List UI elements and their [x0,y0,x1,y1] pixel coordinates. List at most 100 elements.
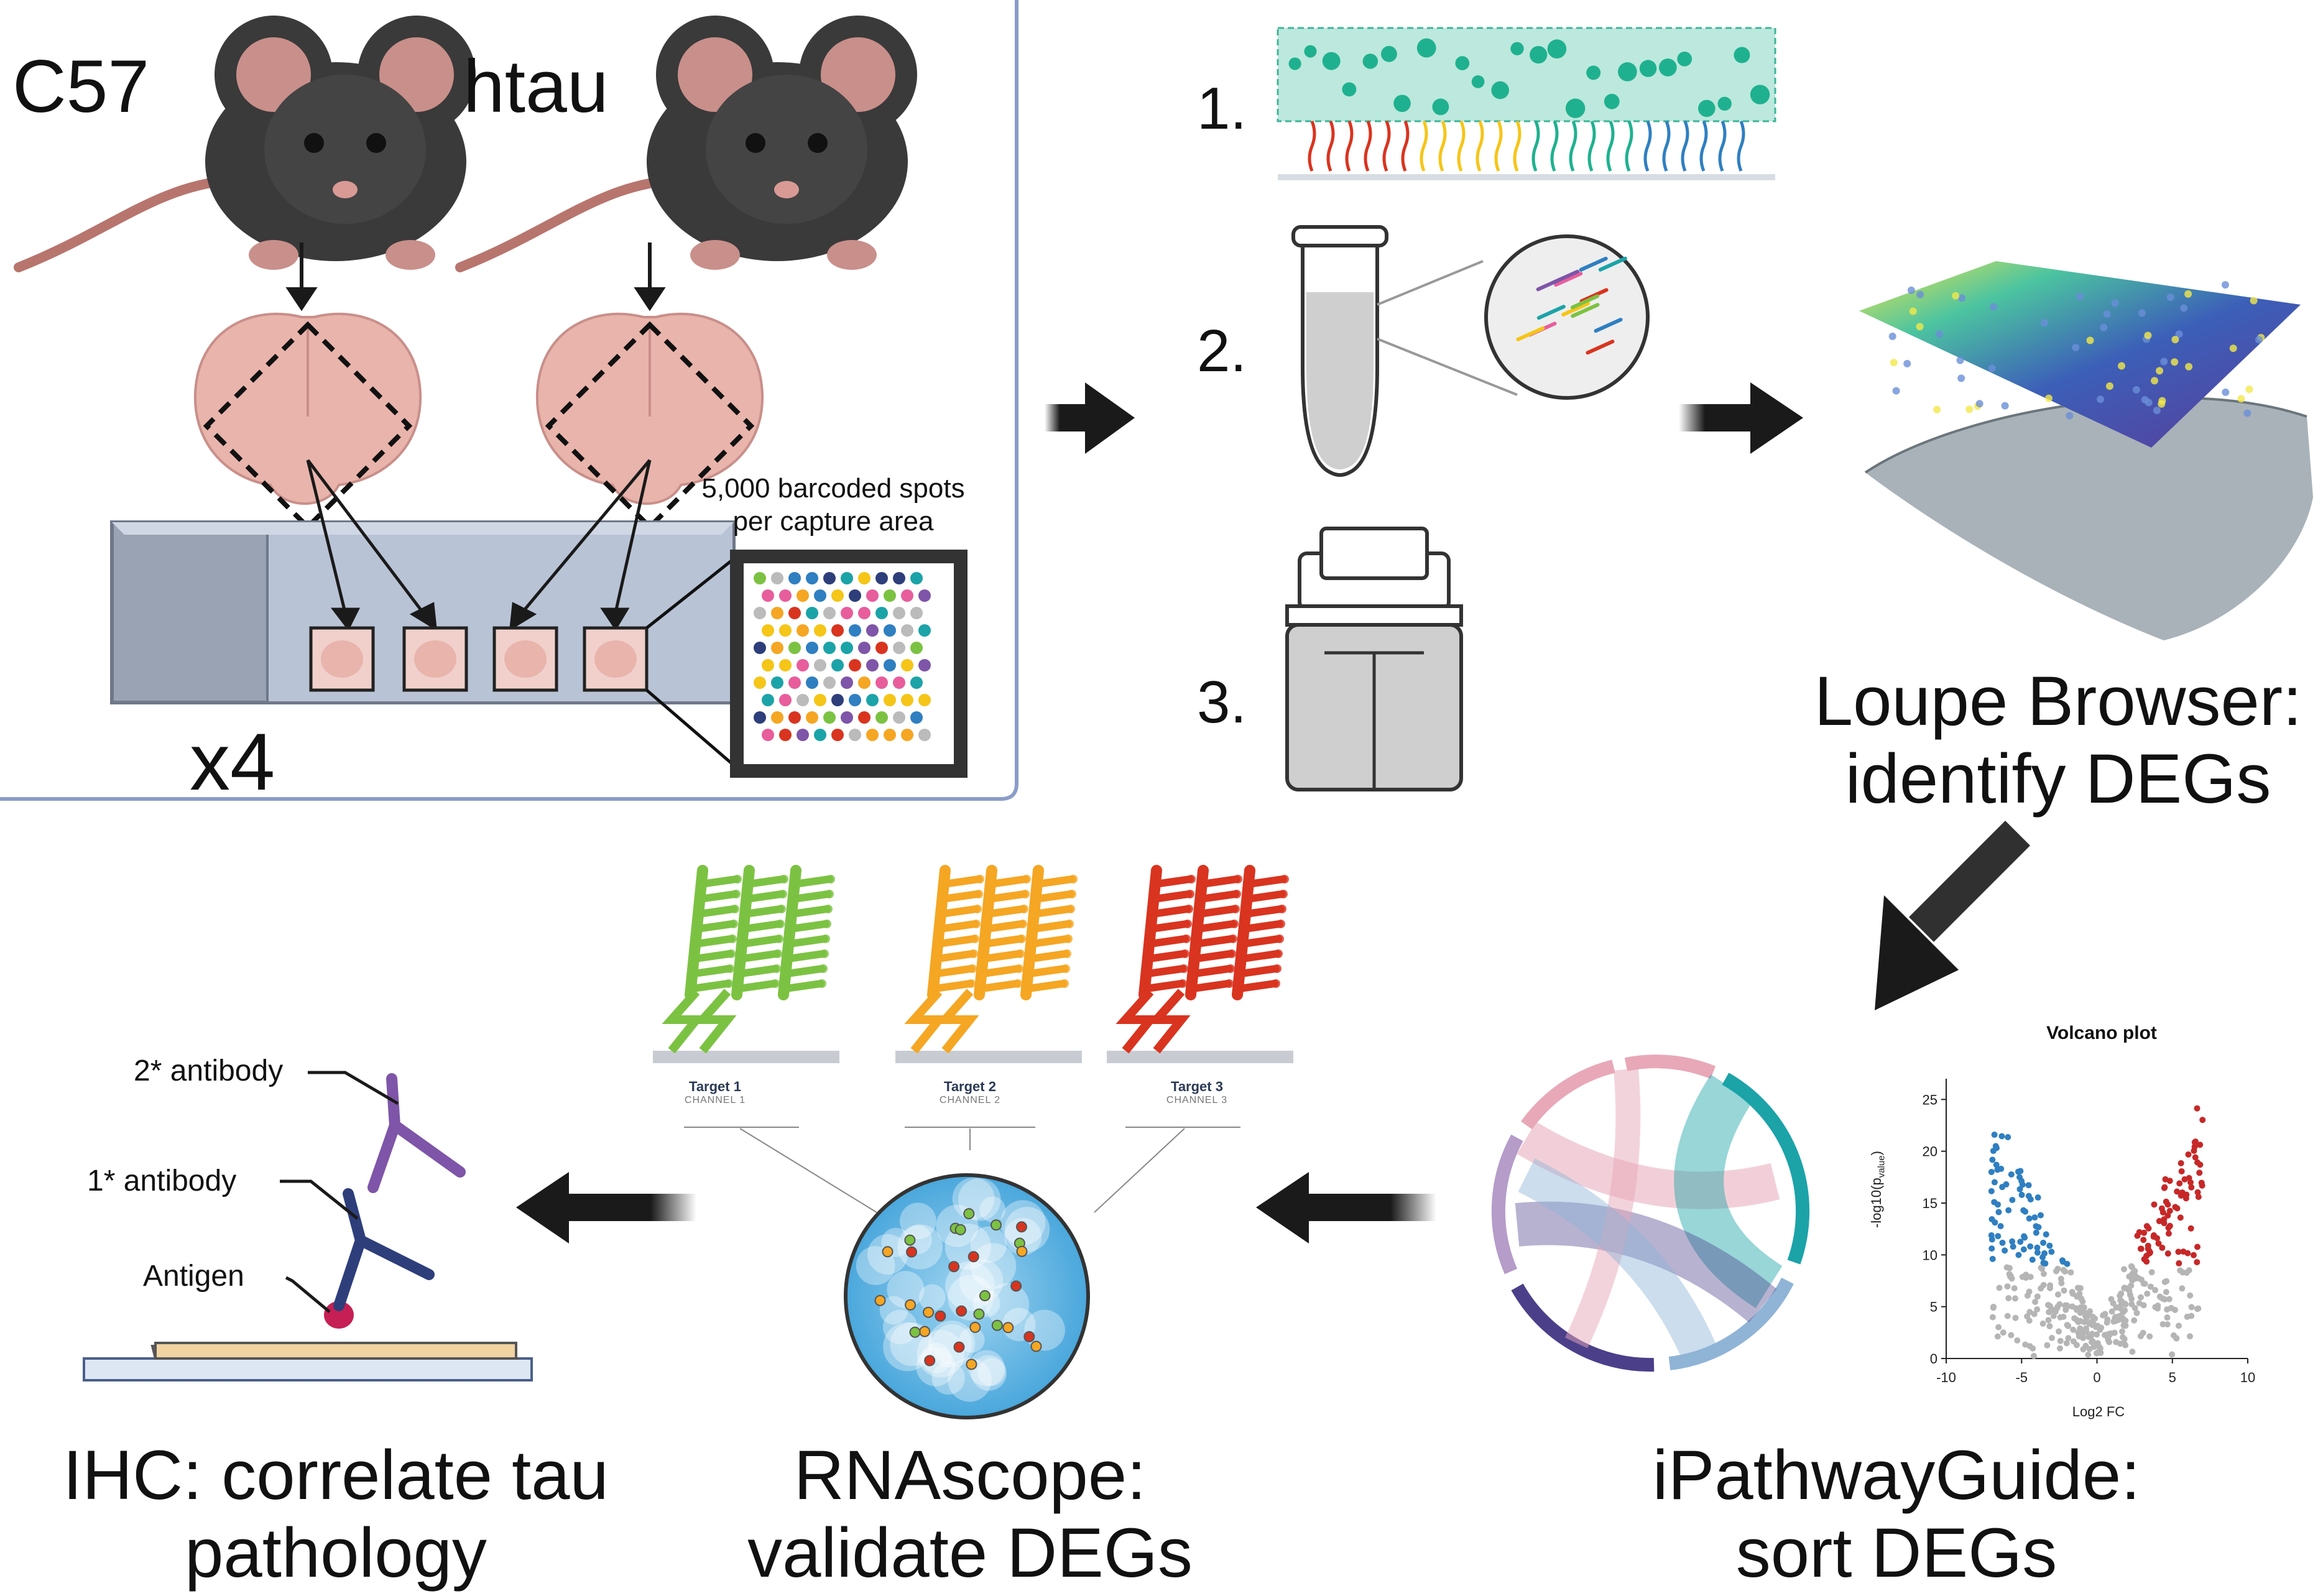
volcano-point [2197,1142,2204,1148]
htau-brain-section-icon [535,312,764,531]
barcode-spot [814,624,826,637]
step-3-label: 3. [1197,669,1247,736]
probe-rung [790,890,832,903]
barcode-spot [875,607,888,619]
volcano-point [2140,1329,2146,1336]
tissue-cell [1491,81,1509,99]
barcode-spot [901,729,913,741]
volcano-point [2124,1285,2131,1292]
volcano-point [2164,1250,2171,1257]
rna-signal-dot [956,1305,968,1317]
brain-to-slide-arrows [306,459,652,631]
volcano-point [2163,1198,2169,1205]
probe-rung [1242,905,1285,918]
rna-signal-dot [973,1308,985,1320]
volcano-point [2024,1313,2031,1320]
probe-rung [1030,920,1072,933]
volcano-point [2019,1181,2026,1188]
volcano-point [2043,1231,2049,1238]
probe-amplifier [1234,875,1242,883]
probe-rung [1143,980,1185,992]
barcode-spot [910,676,923,689]
volcano-point [2009,1197,2016,1204]
barcode-spot [771,642,783,654]
rna-signal-dot [1016,1245,1028,1257]
cdna-fragment [1570,294,1599,310]
volcano-point [2040,1239,2047,1246]
volcano-point [2166,1178,2173,1184]
volcano-ylabel-sub: value [1876,1155,1887,1178]
volcano-point [2031,1311,2038,1317]
volcano-point [1999,1239,2006,1246]
volcano-point [2008,1275,2015,1282]
tissue-cell [1304,45,1317,58]
volcano-point [2009,1238,2016,1245]
rnascope-caption-line1: RNAscope: [793,1436,1147,1514]
rna-signal-dot [919,1326,931,1337]
expression-spot [1957,374,1965,382]
tissue-cell [1698,99,1716,118]
probe-amplifier [819,964,828,973]
volcano-point [2146,1248,2153,1255]
arrow-to-ihc [516,1172,696,1243]
volcano-point [2045,1317,2052,1324]
barcode-spot [866,659,879,671]
volcano-point [2034,1249,2041,1256]
barcode-spot [814,694,826,706]
barcode-spot [797,694,809,706]
probe-rung [934,950,976,962]
barcode-spot [788,607,801,619]
volcano-point [2017,1239,2024,1245]
volcano-point [2022,1341,2029,1348]
tissue-cell [1639,60,1657,77]
volcano-point [2187,1292,2194,1299]
volcano-point [2062,1302,2069,1309]
volcano-point [2094,1331,2100,1338]
barcode-spot [762,659,774,671]
cdna-fragment [1536,305,1566,320]
tissue-blob [977,1358,1005,1386]
tissue-cell [1658,58,1677,76]
arrow-to-rnascope [1256,1172,1436,1243]
volcano-point [2006,1265,2013,1271]
probe-amplifier [1063,949,1071,958]
barcode-spot [884,729,896,741]
volcano-point [2177,1214,2184,1221]
target-2-name: Target 2 [944,1079,996,1094]
probe-amplifier [776,920,785,928]
probe-amplifier [1229,934,1237,943]
volcano-point [2183,1270,2190,1276]
expression-spot [1907,286,1915,294]
probe-rung [1026,965,1068,977]
probe-rung [1193,935,1235,948]
barcode-spot [866,624,879,637]
probe-rung [1196,905,1238,918]
barcode-spot [754,711,766,724]
probe-amplifier [820,949,829,958]
cdna-fragment [1571,303,1600,318]
tissue-cell [1717,96,1732,111]
volcano-point [2141,1280,2148,1287]
probe-amplifier [1069,875,1078,883]
tissue-blob [971,1355,1007,1391]
probe-rung [738,950,780,962]
probe-rung [743,890,785,903]
volcano-point [1995,1209,2002,1215]
expression-spot [1909,307,1917,315]
probe-amplifier [971,934,979,943]
volcano-point [2108,1308,2115,1315]
tissue-cell [1750,85,1770,104]
barcode-spot [918,659,931,671]
volcano-point [2154,1235,2161,1242]
probe-rung [1197,890,1239,903]
secondary-antibody-label: 2* antibody [134,1054,284,1087]
tissue-cell [1510,42,1524,55]
volcano-point [1988,1232,1995,1239]
volcano-ylabel-end: ) [1868,1151,1884,1156]
volcano-point [1991,1132,1998,1138]
probe-amplifier [1232,890,1241,898]
volcano-point [2140,1237,2147,1243]
probe-rung [981,950,1023,962]
volcano-point [2194,1243,2201,1250]
